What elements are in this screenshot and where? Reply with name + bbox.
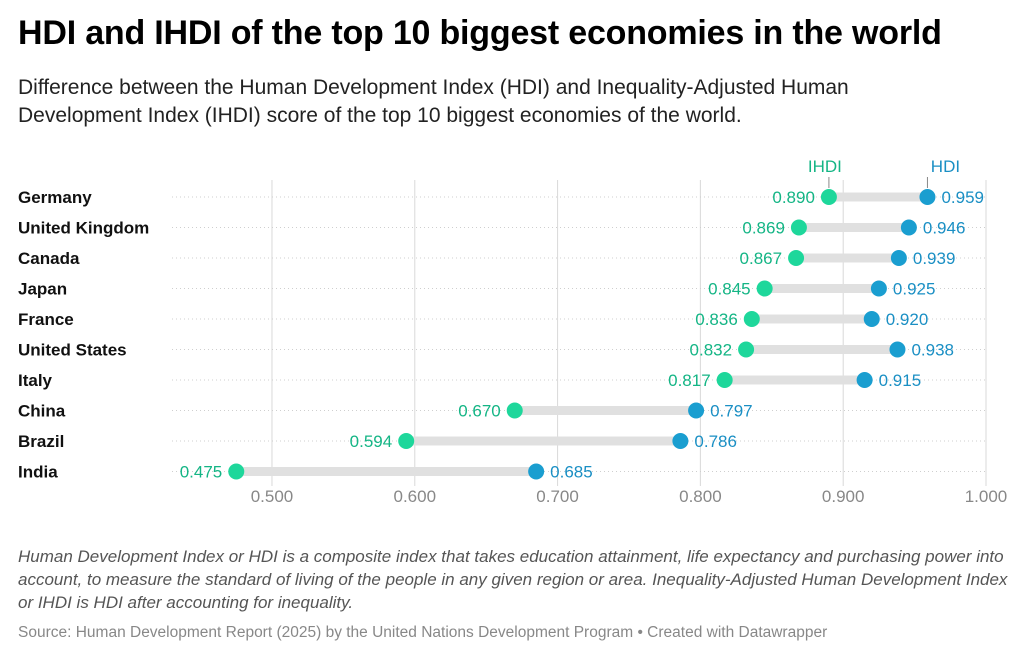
series-label-ihdi: IHDI: [808, 157, 842, 176]
ihdi-value-label: 0.832: [690, 341, 733, 360]
hdi-value-label: 0.685: [550, 463, 593, 482]
hdi-dot: [856, 372, 873, 388]
hdi-value-label: 0.925: [893, 280, 936, 299]
x-tick-label: 0.700: [536, 487, 579, 506]
ihdi-dot: [788, 250, 805, 266]
x-tick-label: 1.000: [965, 487, 1008, 506]
hdi-dot: [672, 433, 689, 449]
country-label: Germany: [18, 188, 92, 207]
ihdi-value-label: 0.670: [458, 402, 501, 421]
chart-note: Human Development Index or HDI is a comp…: [18, 547, 1008, 612]
series-label-hdi: HDI: [931, 157, 960, 176]
hdi-dot: [900, 219, 917, 236]
x-tick-label: 0.600: [393, 487, 436, 506]
ihdi-dot: [506, 402, 523, 419]
ihdi-value-label: 0.836: [695, 310, 738, 329]
hdi-dot: [528, 463, 545, 480]
country-label: United Kingdom: [18, 219, 149, 238]
hdi-dot: [870, 280, 887, 297]
country-label: United States: [18, 341, 127, 360]
x-tick-label: 0.500: [251, 487, 294, 506]
ihdi-dot: [790, 219, 807, 236]
hdi-value-label: 0.920: [886, 310, 929, 329]
hdi-value-label: 0.786: [694, 432, 737, 451]
country-label: India: [18, 463, 58, 482]
x-tick-label: 0.800: [679, 487, 722, 506]
hdi-dot: [688, 402, 705, 419]
dot-range-chart: 0.500 0.600 0.700 0.800 0.900 1.000 Germany 0.8…: [18, 157, 1008, 506]
ihdi-dot: [738, 341, 755, 358]
hdi-dot: [890, 250, 907, 266]
hdi-dot: [863, 311, 880, 327]
hdi-value-label: 0.959: [941, 188, 984, 207]
ihdi-dot: [756, 280, 773, 297]
chart-source: Source: Human Development Report (2025) …: [18, 624, 828, 641]
country-label: China: [18, 402, 66, 421]
country-label: Italy: [18, 371, 53, 390]
ihdi-value-label: 0.475: [180, 463, 223, 482]
ihdi-value-label: 0.845: [708, 280, 751, 299]
country-label: Japan: [18, 280, 67, 299]
hdi-value-label: 0.797: [710, 402, 753, 421]
ihdi-value-label: 0.869: [742, 219, 785, 238]
ihdi-dot: [398, 433, 415, 449]
ihdi-dot: [228, 463, 245, 480]
country-label: France: [18, 310, 74, 329]
hdi-value-label: 0.939: [913, 249, 956, 268]
country-label: Canada: [18, 249, 80, 268]
x-tick-label: 0.900: [822, 487, 865, 506]
hdi-dot: [919, 189, 936, 205]
country-label: Brazil: [18, 432, 64, 451]
ihdi-dot: [743, 311, 760, 327]
hdi-value-label: 0.946: [923, 219, 966, 238]
ihdi-dot: [820, 189, 837, 205]
ihdi-value-label: 0.867: [740, 249, 783, 268]
hdi-value-label: 0.915: [879, 371, 922, 390]
ihdi-value-label: 0.890: [772, 188, 815, 207]
ihdi-value-label: 0.594: [350, 432, 393, 451]
ihdi-dot: [716, 372, 733, 388]
chart-title: HDI and IHDI of the top 10 biggest econo…: [18, 14, 942, 52]
ihdi-value-label: 0.817: [668, 371, 711, 390]
chart-subtitle: Difference between the Human Development…: [18, 76, 849, 127]
hdi-dot: [889, 341, 906, 358]
hdi-value-label: 0.938: [911, 341, 954, 360]
